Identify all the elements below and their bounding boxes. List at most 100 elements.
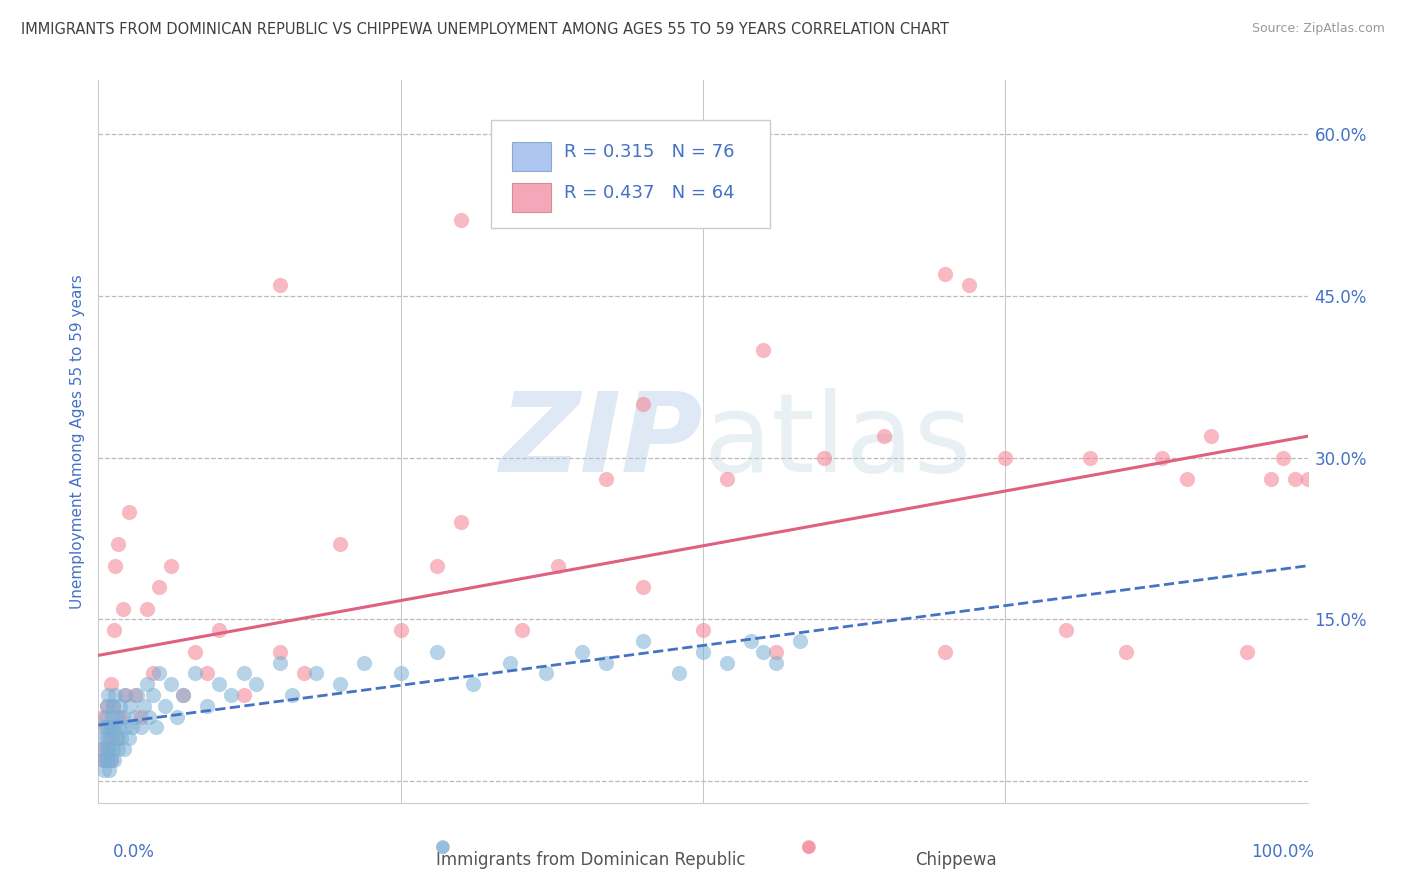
Point: [510, 624, 533, 638]
Point: [101, 742, 124, 756]
Point: [208, 677, 231, 691]
Point: [91, 753, 114, 767]
Point: [595, 656, 617, 670]
Point: [97, 720, 120, 734]
Point: [160, 558, 183, 573]
Text: Source: ZipAtlas.com: Source: ZipAtlas.com: [1251, 22, 1385, 36]
Point: [100, 720, 122, 734]
Point: [426, 558, 449, 573]
Point: [104, 558, 127, 573]
Point: [716, 656, 738, 670]
Point: [232, 688, 254, 702]
Point: [873, 429, 896, 443]
Point: [450, 516, 472, 530]
Point: [100, 677, 122, 691]
Point: [668, 666, 690, 681]
Point: [232, 666, 254, 681]
Point: [571, 645, 593, 659]
Point: [93, 731, 115, 745]
Point: [148, 666, 170, 681]
Point: [547, 558, 569, 573]
Point: [98, 742, 121, 756]
Point: [94, 720, 117, 734]
Point: [329, 677, 352, 691]
Point: [269, 656, 291, 670]
Point: [101, 698, 124, 713]
Point: [1078, 450, 1101, 465]
Point: [127, 688, 149, 702]
Point: [91, 742, 114, 756]
Point: [184, 666, 207, 681]
Point: [752, 645, 775, 659]
Point: [716, 472, 738, 486]
Point: [426, 645, 449, 659]
Point: [100, 720, 122, 734]
Point: [105, 731, 128, 745]
Point: [118, 698, 141, 713]
Point: [121, 720, 143, 734]
Point: [111, 709, 134, 723]
Point: [91, 709, 114, 723]
Point: [118, 505, 141, 519]
Point: [631, 634, 654, 648]
Point: [153, 698, 176, 713]
Text: atlas: atlas: [703, 388, 972, 495]
Point: [111, 601, 134, 615]
Point: [692, 645, 714, 659]
Point: [138, 709, 160, 723]
Point: [195, 666, 218, 681]
Point: [934, 645, 956, 659]
Point: [103, 624, 125, 638]
Point: [135, 601, 157, 615]
Point: [208, 624, 231, 638]
Point: [124, 688, 146, 702]
Point: [269, 645, 291, 659]
Point: [118, 731, 141, 745]
Point: [166, 709, 188, 723]
Point: [740, 634, 762, 648]
Text: 0.0%: 0.0%: [112, 843, 155, 861]
Text: Immigrants from Dominican Republic: Immigrants from Dominican Republic: [436, 851, 745, 869]
Point: [104, 688, 127, 702]
Point: [108, 698, 131, 713]
Point: [765, 645, 787, 659]
Point: [789, 634, 811, 648]
Point: [134, 698, 156, 713]
Point: [115, 720, 138, 734]
Point: [98, 731, 121, 745]
Point: [101, 698, 124, 713]
Point: [631, 397, 654, 411]
Point: [1115, 645, 1137, 659]
Point: [463, 677, 485, 691]
Point: [100, 709, 122, 723]
Point: [97, 753, 120, 767]
Point: [1236, 645, 1258, 659]
Point: [110, 731, 132, 745]
Point: [97, 742, 120, 756]
Point: [1175, 472, 1198, 486]
Point: [105, 731, 128, 745]
Point: [498, 656, 520, 670]
Point: [93, 764, 115, 778]
Point: [96, 698, 118, 713]
Point: [107, 742, 129, 756]
Point: [108, 720, 131, 734]
Point: [148, 580, 170, 594]
Point: [1199, 429, 1222, 443]
Text: ZIP: ZIP: [499, 388, 703, 495]
FancyBboxPatch shape: [492, 120, 769, 228]
Point: [269, 278, 291, 293]
Point: [108, 709, 131, 723]
Point: [184, 645, 207, 659]
Point: [1260, 472, 1282, 486]
Point: [112, 742, 135, 756]
Point: [100, 753, 122, 767]
Point: [107, 537, 129, 551]
Point: [281, 688, 304, 702]
Point: [129, 720, 152, 734]
Point: [245, 677, 267, 691]
Point: [142, 688, 165, 702]
Point: [292, 666, 315, 681]
Point: [1284, 472, 1306, 486]
Point: [145, 720, 167, 734]
